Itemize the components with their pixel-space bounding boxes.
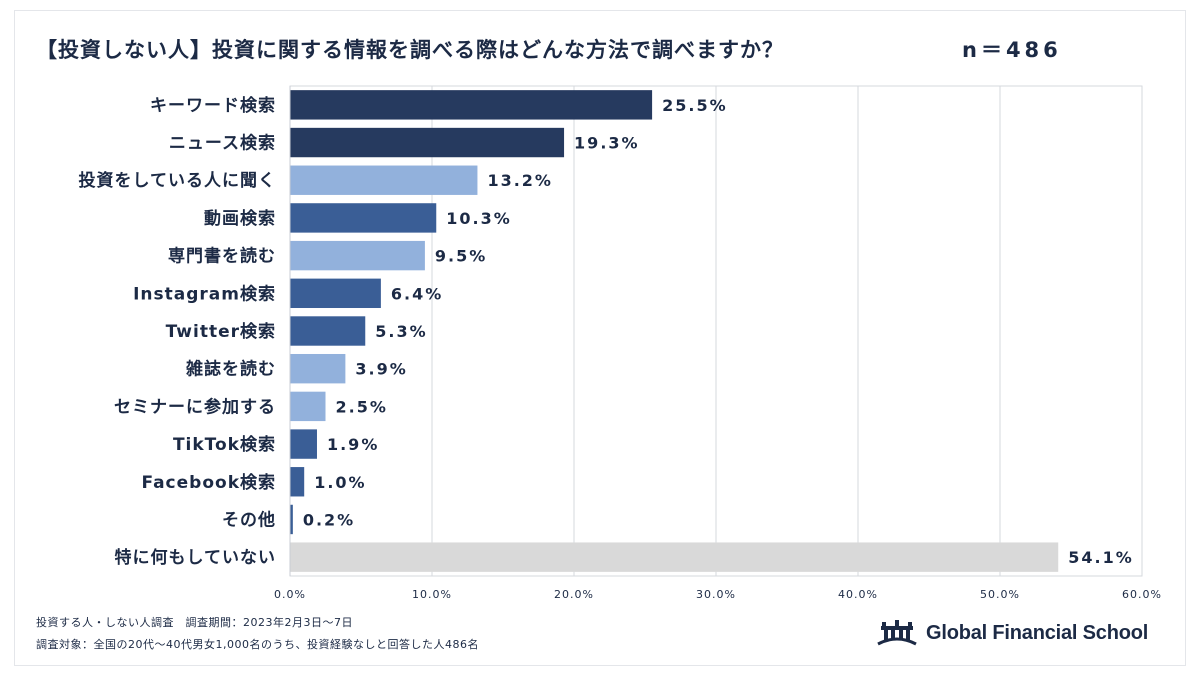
category-label: 特に何もしていない — [115, 547, 277, 568]
value-label: 19.3% — [574, 134, 640, 153]
brand-name: Global Financial School — [926, 621, 1149, 644]
value-label: 10.3% — [446, 209, 512, 228]
category-label: その他 — [222, 509, 276, 530]
bar — [290, 353, 346, 384]
value-label: 13.2% — [487, 171, 553, 190]
survey-note-period: 投資する人・しない人調査 調査期間：2023年2月3日〜7日 — [36, 616, 353, 629]
x-tick-label: 10.0% — [412, 588, 452, 601]
school-building-icon — [877, 620, 917, 646]
value-label: 0.2% — [303, 510, 355, 529]
value-label: 54.1% — [1068, 548, 1134, 567]
bar — [290, 90, 653, 120]
category-label: セミナーに参加する — [114, 396, 276, 417]
x-tick-label: 40.0% — [838, 588, 878, 601]
value-label: 9.5% — [435, 247, 487, 266]
category-label: 専門書を読む — [168, 246, 276, 267]
bar — [290, 316, 366, 346]
category-label: 雑誌を読む — [185, 359, 276, 380]
brand-logo: Global Financial School — [876, 620, 1148, 646]
bar — [290, 504, 293, 535]
bar — [290, 542, 1059, 572]
category-label: ニュース検索 — [169, 133, 276, 154]
value-label: 1.9% — [327, 435, 379, 454]
bar — [290, 127, 565, 158]
bar — [290, 165, 478, 195]
category-label: Facebook検索 — [141, 472, 276, 493]
x-tick-label: 20.0% — [554, 588, 594, 601]
bar — [290, 467, 305, 497]
x-tick-label: 60.0% — [1122, 588, 1162, 601]
survey-note-target: 調査対象：全国の20代〜40代男女1,000名のうち、投資経験なしと回答した人4… — [36, 638, 479, 651]
category-label: 動画検索 — [204, 208, 276, 229]
bar — [290, 391, 326, 422]
category-label: Instagram検索 — [133, 283, 276, 304]
x-tick-label: 30.0% — [696, 588, 736, 601]
category-label: Twitter検索 — [166, 321, 276, 342]
bar — [290, 240, 425, 271]
chart-title: 【投資しない人】投資に関する情報を調べる際はどんな方法で調べますか？ — [36, 38, 784, 62]
value-label: 25.5% — [662, 96, 728, 115]
value-label: 5.3% — [375, 322, 427, 341]
value-label: 1.0% — [314, 473, 366, 492]
value-label: 6.4% — [391, 284, 443, 303]
bar — [290, 278, 381, 309]
x-tick-label: 50.0% — [980, 588, 1020, 601]
bar — [290, 429, 317, 459]
sample-size: n＝486 — [962, 38, 1062, 62]
bar — [290, 203, 437, 233]
x-tick-label: 0.0% — [274, 588, 306, 601]
value-label: 3.9% — [355, 360, 407, 379]
category-label: 投資をしている人に聞く — [79, 170, 277, 191]
category-label: TikTok検索 — [173, 434, 276, 455]
category-label: キーワード検索 — [150, 95, 276, 116]
value-label: 2.5% — [336, 397, 388, 416]
